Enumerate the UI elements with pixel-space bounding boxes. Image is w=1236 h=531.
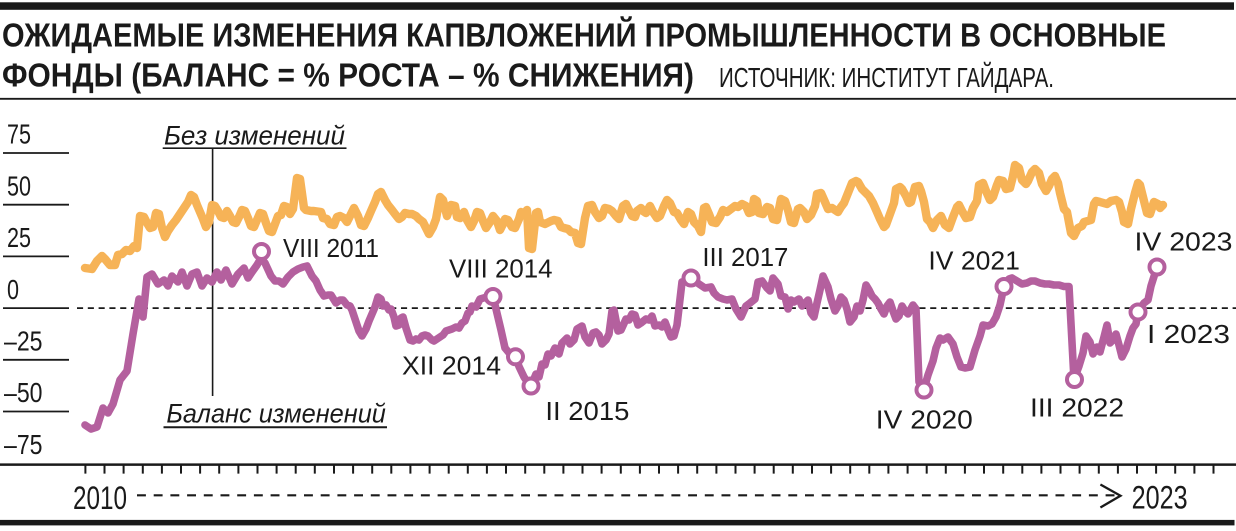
svg-text:IV 2023: IV 2023 bbox=[1135, 227, 1233, 257]
svg-text:II 2015: II 2015 bbox=[545, 396, 629, 426]
svg-text:IV 2021: IV 2021 bbox=[928, 246, 1020, 276]
svg-text:III 2017: III 2017 bbox=[702, 242, 788, 272]
svg-text:I 2023: I 2023 bbox=[1147, 319, 1230, 349]
svg-text:ИСТОЧНИК: ИНСТИТУТ ГАЙДАРА.: ИСТОЧНИК: ИНСТИТУТ ГАЙДАРА. bbox=[719, 62, 1054, 93]
svg-text:VIII 2014: VIII 2014 bbox=[449, 254, 553, 284]
svg-text:–50: –50 bbox=[4, 377, 43, 408]
svg-text:0: 0 bbox=[7, 274, 19, 305]
svg-text:–25: –25 bbox=[4, 326, 43, 357]
svg-text:Без изменений: Без изменений bbox=[164, 120, 345, 150]
svg-text:III 2022: III 2022 bbox=[1030, 393, 1124, 423]
svg-text:XII 2014: XII 2014 bbox=[402, 351, 501, 381]
svg-text:50: 50 bbox=[7, 170, 31, 201]
svg-text:–75: –75 bbox=[4, 429, 43, 460]
svg-text:ФОНДЫ (БАЛАНС = % РОСТА – % СН: ФОНДЫ (БАЛАНС = % РОСТА – % СНИЖЕНИЯ) bbox=[2, 57, 694, 94]
svg-text:2023: 2023 bbox=[1132, 480, 1188, 516]
svg-text:Баланс изменений: Баланс изменений bbox=[166, 398, 386, 428]
svg-text:2010: 2010 bbox=[73, 480, 127, 516]
svg-text:IV 2020: IV 2020 bbox=[876, 405, 973, 435]
svg-text:25: 25 bbox=[7, 222, 31, 253]
svg-text:ОЖИДАЕМЫЕ ИЗМЕНЕНИЯ КАПВЛОЖЕНИ: ОЖИДАЕМЫЕ ИЗМЕНЕНИЯ КАПВЛОЖЕНИЙ ПРОМЫШЛЕ… bbox=[2, 15, 1166, 53]
svg-text:VIII 2011: VIII 2011 bbox=[283, 233, 379, 263]
svg-text:75: 75 bbox=[7, 119, 31, 150]
